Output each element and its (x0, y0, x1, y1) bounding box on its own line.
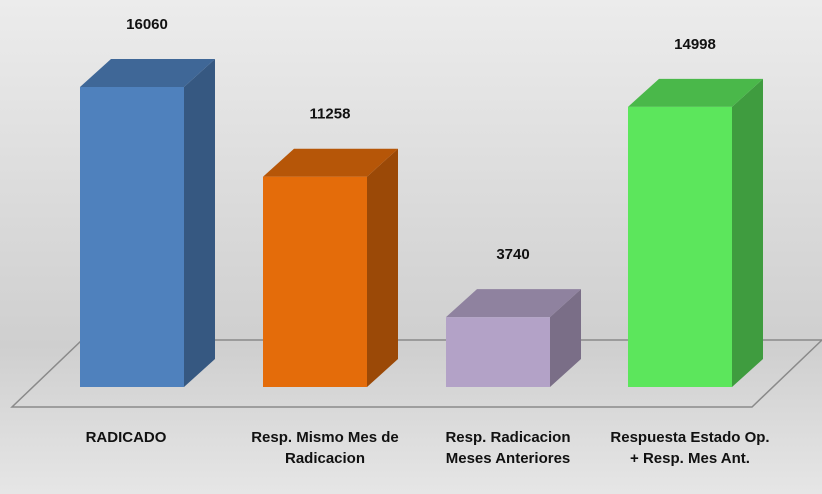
chart: 16060 11258 3740 14998 RADICADO Resp. Mismo … (0, 0, 822, 494)
category-label: Resp. Radicacion Meses Anteriores (423, 427, 593, 469)
data-label: 16060 (126, 16, 168, 33)
data-label: 3740 (496, 246, 529, 263)
category-label: RADICADO (41, 427, 211, 448)
category-label: Respuesta Estado Op. + Resp. Mes Ant. (605, 427, 775, 469)
bar (80, 87, 184, 387)
bar (446, 317, 550, 387)
bar-side (367, 149, 398, 387)
data-label: 11258 (310, 106, 351, 123)
bar (628, 107, 732, 387)
bar-side (184, 59, 215, 387)
bar-side (732, 79, 763, 387)
category-label: Resp. Mismo Mes de Radicacion (240, 427, 410, 469)
bar (263, 177, 367, 387)
plot: 16060 11258 3740 14998 (0, 0, 822, 494)
data-label: 14998 (674, 36, 716, 53)
